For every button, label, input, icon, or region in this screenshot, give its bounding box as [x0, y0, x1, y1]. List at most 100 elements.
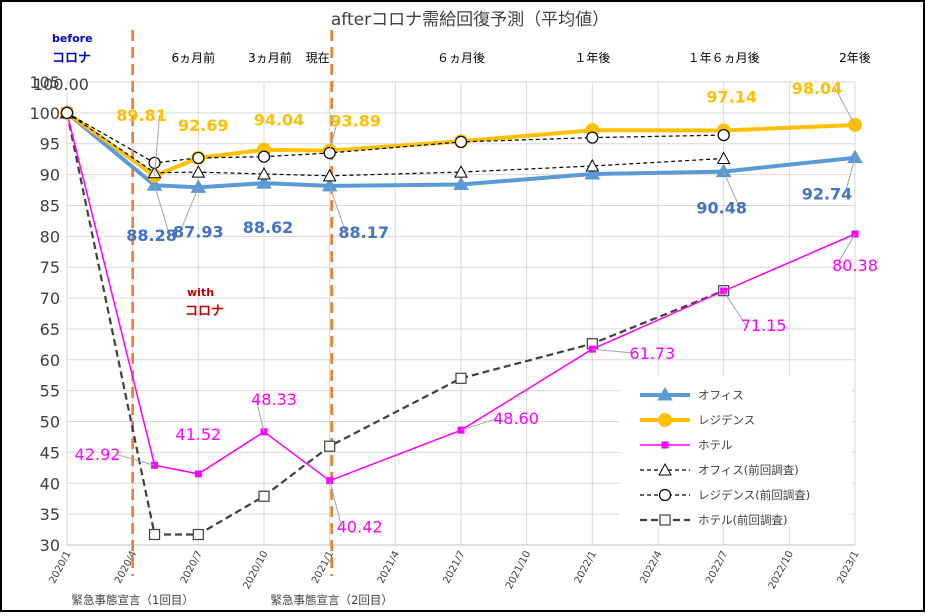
- residence-prev-marker: [717, 128, 730, 142]
- label-leader: [723, 290, 747, 326]
- data-label: 92.74: [802, 185, 853, 204]
- data-label: 48.33: [251, 390, 297, 409]
- y-axis: 30 35 40 45 50 55 60 65 70 75 80 85 90 95 100 105: [29, 73, 60, 555]
- y-tick-label: 50: [40, 413, 60, 432]
- data-label: 94.04: [254, 111, 305, 130]
- y-tick-label: 55: [40, 382, 60, 401]
- period-label: １年後: [574, 51, 610, 65]
- label-leader: [179, 187, 199, 232]
- y-tick-label: 60: [40, 351, 60, 370]
- data-label: 89.81: [116, 106, 167, 125]
- hotel-prev-marker: [455, 372, 467, 384]
- y-tick-label: 95: [40, 135, 60, 154]
- y-tick-label: 65: [40, 320, 60, 339]
- y-tick-label: 80: [40, 227, 60, 246]
- chart-title: afterコロナ需給回復予測（平均値）: [331, 10, 609, 30]
- office-marker: [584, 165, 601, 180]
- office-prev-marker: [322, 168, 337, 182]
- data-label: 42.92: [75, 445, 121, 464]
- data-label: 71.15: [741, 316, 787, 335]
- office-prev-marker: [716, 151, 731, 165]
- data-label: 88.17: [338, 223, 389, 242]
- label-leader: [255, 398, 265, 432]
- data-label: 88.28: [126, 226, 177, 245]
- hotel-prev-marker: [324, 440, 336, 452]
- label-leader: [592, 348, 635, 354]
- label-leader: [329, 480, 343, 527]
- residence-prev-marker: [323, 146, 336, 160]
- office-prev-marker: [191, 165, 206, 178]
- label-leader: [460, 417, 499, 431]
- y-tick-label: 45: [40, 443, 60, 462]
- residence-prev-marker: [586, 131, 599, 144]
- period-label: ６ヵ月後: [437, 51, 485, 65]
- y-tick-label: 40: [40, 474, 60, 493]
- data-label: 92.69: [178, 116, 229, 135]
- residence-marker: [658, 413, 672, 427]
- residence-prev-marker: [192, 151, 205, 165]
- label-leader: [329, 120, 339, 151]
- hotel-prev-marker: [192, 528, 204, 541]
- data-label: 97.14: [706, 88, 757, 107]
- emergency-label: 緊急事態宣言（1回目）: [72, 593, 194, 607]
- hotel-prev-marker: [148, 528, 161, 541]
- data-label: 98.04: [792, 79, 843, 98]
- region-labels: before コロナ with コロナ: [52, 32, 224, 319]
- series-line: [65, 112, 725, 536]
- legend-label: レジデンス: [698, 413, 755, 427]
- office-marker: [453, 176, 469, 190]
- period-label: 2年後: [839, 51, 871, 65]
- y-tick-label: 100: [29, 104, 60, 123]
- legend-label: ホテル(前回調査): [698, 513, 787, 527]
- residence-prev-marker: [454, 135, 468, 148]
- label-leader: [723, 171, 741, 208]
- data-label: 88.62: [243, 218, 294, 237]
- data-label: 40.42: [337, 518, 383, 537]
- data-label: 41.52: [175, 425, 221, 444]
- data-label: 100.00: [33, 75, 89, 94]
- data-label: 87.93: [173, 222, 224, 241]
- office-marker: [256, 175, 272, 189]
- residence-prev-marker: [257, 150, 271, 163]
- period-labels: 6ヵ月前 3ヵ月前 現在 ６ヵ月後 １年後 １年６ヵ月後 2年後: [172, 50, 871, 65]
- series-line: [66, 112, 724, 177]
- period-label: 6ヵ月前: [172, 50, 216, 65]
- with-corona-label: コロナ: [185, 304, 224, 319]
- legend-label: オフィス(前回調査): [698, 463, 799, 477]
- office-prev-marker: [585, 158, 600, 172]
- y-tick-label: 35: [40, 505, 60, 524]
- y-tick-label: 30: [40, 536, 60, 555]
- residence-prev-marker: [60, 106, 74, 119]
- label-leader: [844, 157, 856, 194]
- hotel-marker: [661, 441, 669, 449]
- hotel-marker: [194, 470, 202, 478]
- y-tick-label: 85: [40, 196, 60, 215]
- residence-prev-marker: [658, 488, 672, 502]
- period-label: １年６ヵ月後: [688, 51, 760, 65]
- data-label: 80.38: [832, 256, 878, 275]
- hotel-prev-marker: [258, 490, 270, 502]
- legend-label: オフィス: [698, 388, 744, 402]
- office-marker: [321, 177, 338, 192]
- office-marker: [146, 177, 163, 191]
- office-marker: [657, 387, 673, 401]
- period-label: 3ヵ月前: [248, 50, 292, 65]
- y-tick-label: 70: [40, 289, 60, 308]
- residence-prev-marker: [148, 156, 161, 169]
- before-corona-label: コロナ: [52, 51, 91, 66]
- label-leader: [836, 233, 856, 266]
- office-prev-marker: [454, 165, 468, 178]
- office-prev-marker: [257, 166, 271, 180]
- office-marker: [190, 179, 207, 193]
- office-marker: [847, 149, 863, 164]
- period-label: 現在: [306, 51, 330, 65]
- label-leader: [115, 453, 155, 466]
- series-line: [66, 112, 724, 164]
- data-label: 61.73: [629, 344, 675, 363]
- label-leader: [154, 185, 171, 236]
- data-label: 90.48: [696, 199, 747, 218]
- legend-label: レジデンス(前回調査): [698, 488, 810, 502]
- y-tick-label: 75: [40, 258, 60, 277]
